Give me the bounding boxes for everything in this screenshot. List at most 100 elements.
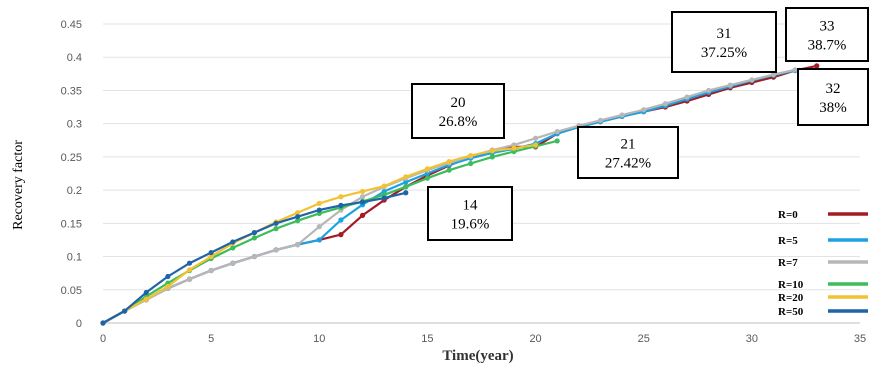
x-tick-label: 35	[854, 333, 866, 345]
annotation-box: 31 37.25%	[671, 11, 777, 73]
y-tick-label: 0.35	[61, 85, 82, 97]
annotation-frame	[427, 186, 513, 241]
data-point	[532, 142, 539, 148]
data-point	[381, 195, 387, 201]
annotation-box: 21 27.42%	[577, 126, 679, 179]
data-point	[251, 253, 257, 260]
data-point	[165, 283, 171, 290]
legend-label: R=7	[778, 257, 798, 269]
legend-item: R=50	[778, 306, 868, 318]
data-point	[230, 260, 236, 266]
data-point	[338, 217, 344, 223]
annotation-value: 19.6%	[451, 217, 490, 233]
data-point	[338, 202, 344, 208]
data-point	[295, 218, 301, 224]
legend-item: R=10	[778, 279, 868, 291]
annotations: 2026.8%1419.6%2127.42%3137.25%3338.7%323…	[411, 7, 869, 241]
legend-label: R=0	[778, 209, 798, 221]
data-point	[316, 207, 322, 213]
annotation-year: 33	[820, 19, 835, 35]
data-point	[403, 190, 409, 196]
data-point	[532, 135, 539, 141]
annotation-value: 27.42%	[605, 156, 651, 172]
data-point	[273, 247, 279, 253]
data-point	[749, 77, 755, 83]
x-tick-label: 20	[529, 333, 541, 345]
data-point	[489, 148, 495, 154]
annotation-frame	[411, 83, 505, 139]
annotation-year: 32	[826, 81, 841, 97]
data-point	[208, 267, 214, 274]
data-point	[706, 87, 712, 94]
legend: R=0 R=5 R=7 R=10R=20 R=50	[778, 209, 868, 318]
data-point	[641, 107, 647, 113]
data-point	[208, 253, 214, 260]
data-point	[186, 260, 193, 266]
annotation-value: 38.7%	[808, 38, 847, 54]
legend-item: R=5	[778, 235, 868, 247]
annotation-frame	[785, 7, 869, 62]
data-point	[251, 235, 257, 241]
data-point	[554, 129, 560, 135]
data-point	[489, 154, 495, 160]
x-tick-labels: 0 5 10 15 20 25 30 35	[100, 333, 866, 345]
data-point	[619, 112, 625, 118]
data-point	[295, 214, 301, 220]
data-point	[554, 138, 560, 144]
y-tick-label: 0.3	[67, 119, 82, 131]
y-axis-label: Recovery factor	[11, 140, 26, 230]
y-tick-label: 0.45	[61, 19, 82, 31]
data-point	[359, 199, 366, 205]
legend-item: R=20	[778, 292, 868, 304]
y-tick-labels: 0 0.05 0.1 0.15 0.2 0.25 0.3 0.35 0.4 0.45	[61, 19, 82, 330]
data-point	[359, 188, 366, 195]
data-point	[424, 166, 431, 172]
data-point	[359, 212, 366, 218]
legend-label: R=5	[778, 235, 798, 247]
data-point	[727, 82, 733, 88]
series-lines	[100, 63, 820, 326]
data-point	[684, 94, 690, 100]
x-tick-label: 30	[746, 333, 758, 345]
data-point	[295, 210, 301, 216]
y-tick-label: 0.1	[67, 252, 82, 264]
data-point	[230, 245, 236, 251]
legend-item: R=0	[778, 209, 868, 221]
annotation-year: 14	[463, 198, 479, 214]
data-point	[403, 179, 409, 185]
data-point	[143, 289, 149, 296]
data-point	[208, 249, 214, 256]
y-tick-label: 0.25	[61, 152, 82, 164]
data-point	[662, 101, 668, 107]
annotation-year: 20	[451, 95, 466, 111]
data-point	[597, 117, 604, 123]
data-point	[446, 158, 452, 165]
data-point	[792, 67, 798, 73]
annotation-frame	[577, 126, 679, 179]
y-tick-label: 0	[76, 318, 82, 330]
data-point	[446, 167, 452, 173]
data-point	[424, 175, 431, 181]
annotation-box: 33 38.7%	[785, 7, 869, 62]
annotation-year: 31	[717, 26, 732, 42]
legend-label: R=50	[778, 306, 804, 318]
data-point	[143, 296, 149, 302]
data-point	[122, 308, 128, 314]
data-point	[770, 71, 777, 78]
y-tick-label: 0.4	[67, 52, 82, 64]
data-point	[230, 239, 236, 245]
data-point	[251, 230, 257, 236]
y-tick-label: 0.2	[67, 185, 82, 197]
x-tick-label: 10	[313, 333, 325, 345]
data-point	[273, 220, 279, 226]
y-tick-label: 0.15	[61, 218, 82, 230]
annotation-box: 14 19.6%	[427, 186, 513, 241]
data-point	[468, 152, 474, 159]
data-point	[381, 183, 387, 189]
data-point	[295, 241, 301, 248]
data-point	[316, 237, 322, 243]
data-point	[359, 194, 366, 200]
x-axis-label: Time(year)	[442, 348, 513, 364]
data-point	[338, 194, 344, 200]
